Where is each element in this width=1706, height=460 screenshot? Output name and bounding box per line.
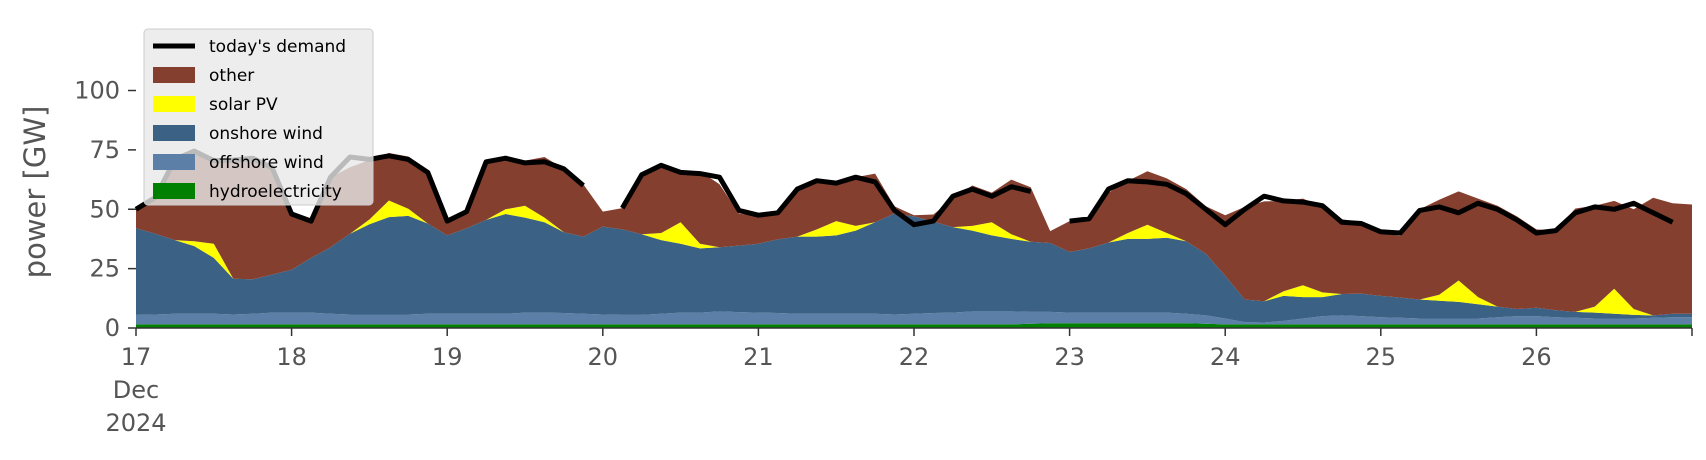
x-tick-label: 18 bbox=[276, 343, 307, 371]
x-tick-label: 19 bbox=[432, 343, 463, 371]
legend-frame bbox=[143, 28, 374, 206]
x-tick-label: 20 bbox=[588, 343, 619, 371]
legend-label-solar-pv: solar PV bbox=[209, 95, 278, 115]
area-hydroelectricity bbox=[136, 323, 1692, 328]
y-axis-title: power [GW] bbox=[18, 106, 52, 279]
axes: 0 25 50 75 100 17 Dec 2024 18 19 20 21 22 23 24 25 26 p… bbox=[18, 77, 1693, 437]
legend: today's demand other solar PV onshore wind o… bbox=[143, 28, 374, 206]
x-tick-label: 22 bbox=[899, 343, 930, 371]
legend-swatch-onshore-wind bbox=[153, 125, 195, 141]
legend-swatch-hydroelectricity bbox=[153, 183, 195, 199]
legend-label-offshore-wind: offshore wind bbox=[209, 153, 324, 173]
legend-label-other: other bbox=[209, 66, 254, 86]
x-axis-ticks: 17 Dec 2024 18 19 20 21 22 23 24 25 26 bbox=[105, 328, 1693, 437]
y-tick-label: 75 bbox=[89, 136, 120, 164]
legend-swatch-offshore-wind bbox=[153, 154, 195, 170]
legend-swatch-solar-pv bbox=[153, 96, 195, 112]
legend-label-today-s-demand: today's demand bbox=[209, 37, 346, 57]
y-tick-label: 0 bbox=[105, 314, 120, 342]
area-other bbox=[136, 151, 1692, 316]
x-tick-label: 21 bbox=[743, 343, 774, 371]
y-tick-label: 100 bbox=[74, 77, 120, 105]
x-tick-label: 23 bbox=[1054, 343, 1085, 371]
legend-label-hydroelectricity: hydroelectricity bbox=[209, 182, 342, 202]
y-tick-label: 50 bbox=[89, 195, 120, 223]
y-tick-label: 25 bbox=[89, 255, 120, 283]
x-tick-label: 24 bbox=[1210, 343, 1241, 371]
x-tick-label: 2024 bbox=[105, 409, 166, 437]
y-axis-ticks: 0 25 50 75 100 bbox=[74, 77, 136, 342]
area-onshore-wind bbox=[136, 213, 1692, 323]
x-tick-label: 17 bbox=[121, 343, 152, 371]
legend-swatch-other bbox=[153, 67, 195, 83]
x-tick-label: Dec bbox=[113, 376, 159, 404]
x-tick-label: 26 bbox=[1521, 343, 1552, 371]
x-tick-label: 25 bbox=[1366, 343, 1397, 371]
area-solar-pv bbox=[136, 200, 1692, 316]
area-offshore-wind bbox=[136, 311, 1692, 325]
legend-label-onshore-wind: onshore wind bbox=[209, 124, 323, 144]
